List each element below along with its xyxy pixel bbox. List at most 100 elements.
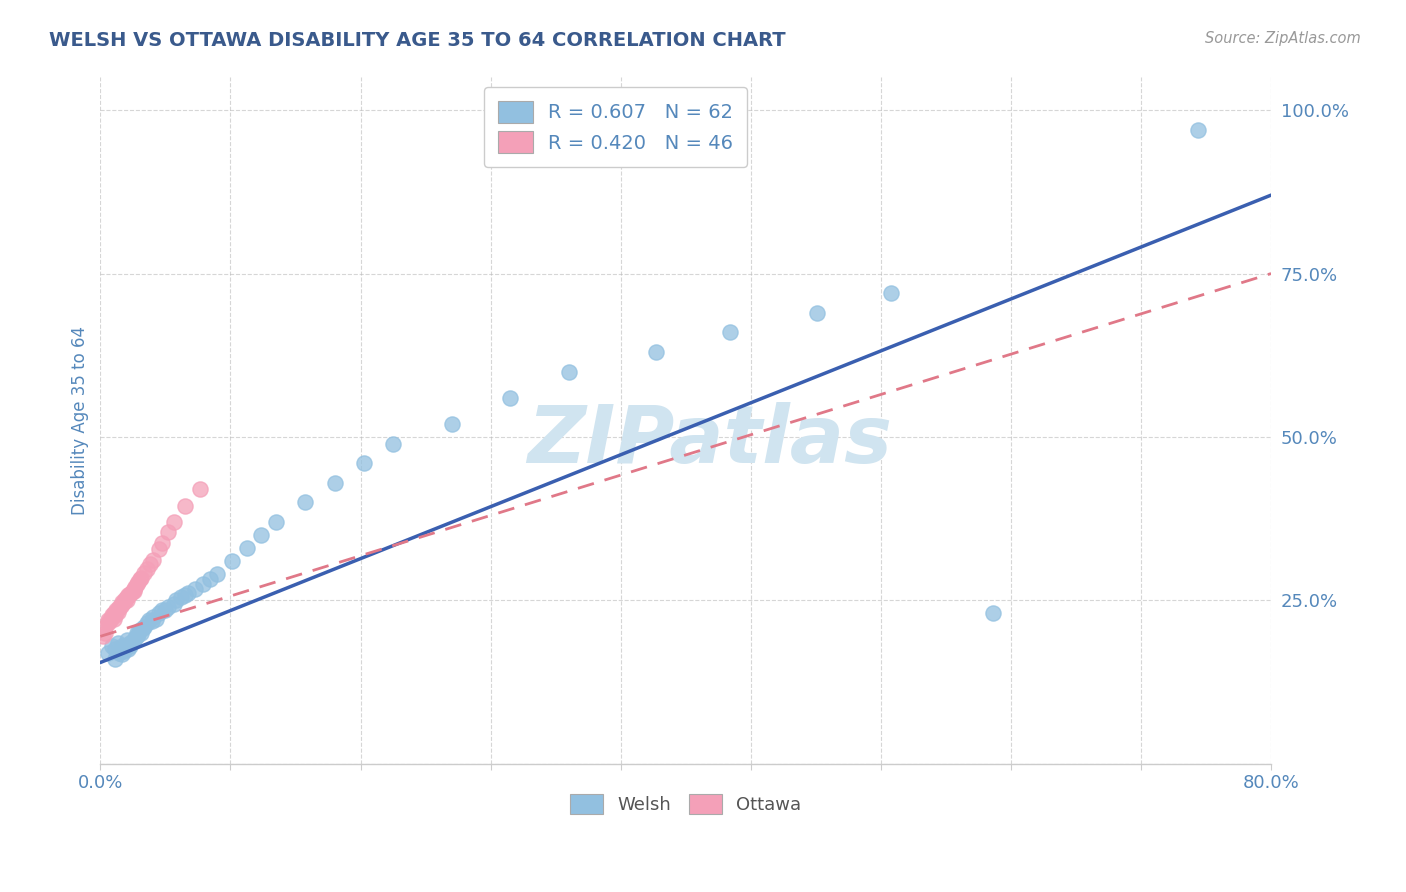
Point <box>108 646 131 660</box>
Point <box>136 562 159 576</box>
Point <box>110 599 132 613</box>
Point <box>115 632 138 647</box>
Point <box>153 603 176 617</box>
Point <box>121 583 143 598</box>
Point <box>114 592 136 607</box>
Point <box>148 607 170 621</box>
Point <box>118 636 141 650</box>
Point <box>323 475 346 490</box>
Point <box>145 612 167 626</box>
Point <box>101 639 124 653</box>
Point <box>264 515 287 529</box>
Point <box>112 595 135 609</box>
Point <box>117 642 139 657</box>
Point <box>806 306 828 320</box>
Text: ZIPatlas: ZIPatlas <box>527 402 891 480</box>
Point <box>122 582 145 596</box>
Point <box>104 652 127 666</box>
Point <box>115 593 138 607</box>
Point <box>136 616 159 631</box>
Point <box>170 590 193 604</box>
Point <box>114 640 136 655</box>
Point <box>141 615 163 629</box>
Point <box>115 590 138 604</box>
Point <box>138 613 160 627</box>
Point <box>111 642 134 657</box>
Point <box>162 515 184 529</box>
Point <box>98 615 121 629</box>
Point <box>118 587 141 601</box>
Point <box>191 577 214 591</box>
Point <box>105 605 128 619</box>
Point <box>645 345 668 359</box>
Point <box>121 634 143 648</box>
Point <box>184 582 207 596</box>
Point <box>93 626 115 640</box>
Point <box>221 554 243 568</box>
Point <box>107 636 129 650</box>
Point <box>122 583 145 598</box>
Point <box>111 595 134 609</box>
Point <box>97 646 120 660</box>
Point <box>235 541 257 555</box>
Point <box>250 528 273 542</box>
Point <box>150 536 173 550</box>
Point <box>124 580 146 594</box>
Point <box>108 601 131 615</box>
Point <box>188 483 211 497</box>
Point <box>128 623 150 637</box>
Point <box>114 593 136 607</box>
Point <box>162 597 184 611</box>
Point <box>440 417 463 431</box>
Text: Source: ZipAtlas.com: Source: ZipAtlas.com <box>1205 31 1361 46</box>
Point <box>101 609 124 624</box>
Point <box>879 286 901 301</box>
Point <box>91 629 114 643</box>
Point <box>111 597 134 611</box>
Point <box>165 593 187 607</box>
Point <box>115 638 138 652</box>
Point <box>103 607 125 621</box>
Point <box>718 326 741 340</box>
Point <box>294 495 316 509</box>
Point <box>134 566 156 580</box>
Point <box>127 627 149 641</box>
Point <box>1187 122 1209 136</box>
Point <box>118 639 141 653</box>
Text: WELSH VS OTTAWA DISABILITY AGE 35 TO 64 CORRELATION CHART: WELSH VS OTTAWA DISABILITY AGE 35 TO 64 … <box>49 31 786 50</box>
Point <box>174 588 197 602</box>
Point <box>105 603 128 617</box>
Point <box>103 612 125 626</box>
Point <box>104 642 127 657</box>
Point <box>107 605 129 619</box>
Point <box>97 613 120 627</box>
Point <box>198 573 221 587</box>
Point <box>128 573 150 587</box>
Point <box>156 524 179 539</box>
Point <box>131 570 153 584</box>
Point <box>120 585 142 599</box>
Point <box>132 621 155 635</box>
Point <box>156 599 179 614</box>
Point <box>122 632 145 647</box>
Point <box>100 612 122 626</box>
Point <box>108 599 131 614</box>
Point <box>382 436 405 450</box>
Point <box>104 607 127 622</box>
Point <box>353 456 375 470</box>
Point <box>134 619 156 633</box>
Point <box>117 588 139 602</box>
Point <box>499 391 522 405</box>
Legend: Welsh, Ottawa: Welsh, Ottawa <box>561 785 810 823</box>
Point <box>207 567 229 582</box>
Point <box>125 577 148 591</box>
Point <box>148 542 170 557</box>
Point <box>150 603 173 617</box>
Point <box>120 636 142 650</box>
Point <box>112 644 135 658</box>
Point <box>142 609 165 624</box>
Point <box>93 619 115 633</box>
Point <box>124 632 146 646</box>
Point <box>111 647 134 661</box>
Point <box>125 629 148 643</box>
